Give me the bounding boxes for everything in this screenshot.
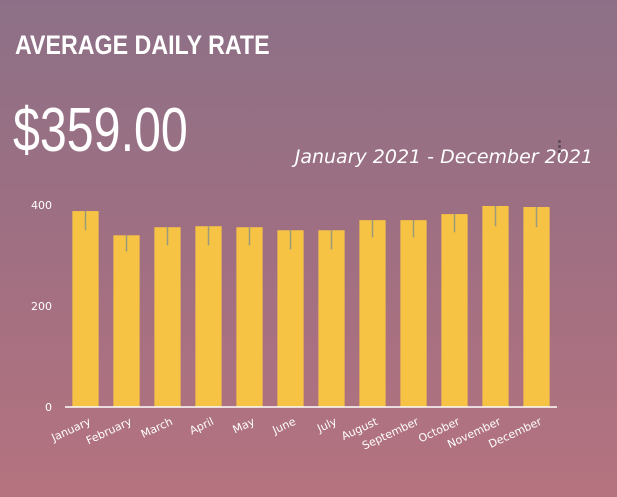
bar[interactable] bbox=[113, 235, 140, 407]
bar[interactable] bbox=[154, 227, 181, 407]
bar[interactable] bbox=[482, 206, 509, 407]
bars bbox=[72, 206, 550, 407]
bar[interactable] bbox=[195, 226, 222, 407]
x-tick-label: July bbox=[314, 415, 339, 436]
x-tick-label: June bbox=[270, 415, 298, 437]
y-tick-label: 400 bbox=[31, 199, 52, 212]
bar[interactable] bbox=[236, 227, 263, 407]
date-range: January 2021 - December 2021 bbox=[294, 146, 593, 168]
chart-title: AVERAGE DAILY RATE bbox=[15, 30, 270, 60]
error-bars bbox=[84, 206, 538, 252]
bar[interactable] bbox=[72, 211, 99, 407]
x-tick-label: February bbox=[84, 415, 134, 448]
bar[interactable] bbox=[441, 214, 468, 407]
more-vertical-icon[interactable] bbox=[556, 140, 562, 160]
x-tick-label: May bbox=[231, 415, 258, 437]
y-tick-label: 200 bbox=[31, 300, 52, 313]
bar[interactable] bbox=[318, 230, 345, 407]
y-tick-label: 0 bbox=[45, 401, 52, 414]
bar[interactable] bbox=[523, 207, 550, 407]
y-axis-ticks: 0 200 400 bbox=[31, 199, 52, 414]
bar[interactable] bbox=[277, 230, 304, 407]
x-tick-label: April bbox=[187, 415, 215, 437]
bar[interactable] bbox=[359, 220, 386, 407]
bar[interactable] bbox=[400, 220, 427, 407]
big-value: $359.00 bbox=[13, 96, 188, 165]
x-tick-label: March bbox=[139, 415, 175, 441]
